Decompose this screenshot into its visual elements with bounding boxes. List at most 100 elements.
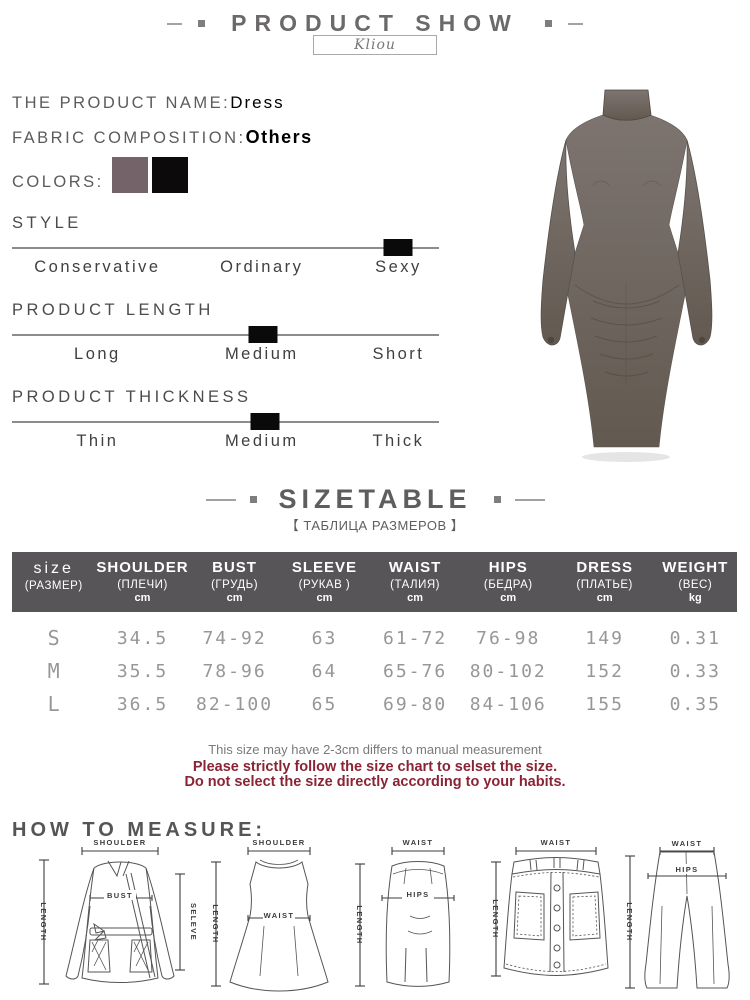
attr-length-options: Long Medium Short xyxy=(12,345,439,365)
col-dress-ru: (ПЛАТЬЕ) xyxy=(576,578,633,591)
cell-m-waist: 65-76 xyxy=(382,660,448,682)
col-shoulder: SHOULDER (ПЛЕЧИ) cm xyxy=(95,559,189,606)
diagram-pencil-skirt: WAIST LENGTH HIPS xyxy=(355,838,455,987)
col-shoulder-unit: cm xyxy=(134,592,151,605)
pants-waist-label: WAIST xyxy=(672,839,703,848)
col-bust-ru: (ГРУДЬ) xyxy=(211,578,259,591)
cell-l-waist: 69-80 xyxy=(382,693,448,715)
col-weight-ru: (ВЕС) xyxy=(678,578,713,591)
option-conservative: Conservative xyxy=(34,258,161,276)
cell-l-bust: 82-100 xyxy=(196,693,274,715)
col-bust-en: BUST xyxy=(212,559,257,576)
size-warning-1: Please strictly follow the size chart to… xyxy=(192,759,558,775)
cell-s-dress: 149 xyxy=(585,627,624,649)
cell-s-size: S xyxy=(47,626,60,651)
table-row-l: L 36.5 82-100 65 69-80 84-106 155 0.35 xyxy=(12,688,737,721)
skirt-hips-label: HIPS xyxy=(406,890,429,899)
mini-skirt-length-label: LENGTH xyxy=(491,899,500,938)
decor-square-left-2 xyxy=(249,496,257,503)
decor-dash-right-2 xyxy=(514,498,545,501)
col-weight-unit: kg xyxy=(688,592,702,605)
dress-length-label: LENGTH xyxy=(211,904,220,943)
bust-shading xyxy=(592,180,661,186)
color-swatch-mauve xyxy=(111,157,148,193)
product-name-value: Dress xyxy=(230,93,285,112)
cell-s-bust: 74-92 xyxy=(202,627,267,649)
attr-thickness-scale xyxy=(12,413,439,430)
cell-s-shoulder: 34.5 xyxy=(116,627,169,649)
attr-style: STYLE Conservative Ordinary Sexy xyxy=(12,214,439,278)
diagram-pants: WAIST LENGTH HIPS xyxy=(625,839,730,989)
col-weight-en: WEIGHT xyxy=(662,559,729,576)
table-row-s: S 34.5 74-92 63 61-72 76-98 149 0.31 xyxy=(12,622,737,655)
decor-square-left xyxy=(198,20,206,27)
colors-row: COLORS: xyxy=(12,157,188,193)
attr-style-marker xyxy=(383,239,413,256)
cell-m-hips: 80-102 xyxy=(469,660,547,682)
page-title: PRODUCT SHOW xyxy=(231,10,519,36)
col-hips-ru: (БЕДРА) xyxy=(483,578,533,591)
attr-thickness: PRODUCT THICKNESS Thin Medium Thick xyxy=(12,388,439,452)
col-bust-unit: cm xyxy=(226,592,243,605)
fabric-line: FABRIC COMPOSITION:Others xyxy=(12,127,313,148)
sizetable-subtitle: 【 ТАБЛИЦА РАЗМЕРОВ 】 xyxy=(285,518,465,533)
col-waist-ru: (ТАЛИЯ) xyxy=(390,578,440,591)
product-photo-dress xyxy=(540,89,713,462)
brand-name: Kliou xyxy=(354,37,396,53)
cell-l-size: L xyxy=(47,692,60,717)
diagram-mini-skirt: WAIST LENGTH xyxy=(491,838,609,977)
cell-l-sleeve: 65 xyxy=(311,693,338,715)
brand-box: Kliou xyxy=(313,35,437,55)
dress-waist-label: WAIST xyxy=(264,911,295,920)
dress-right-sleeve xyxy=(677,139,713,346)
decor-dash-right xyxy=(567,22,583,25)
col-hips: HIPS (БЕДРА) cm xyxy=(461,559,556,606)
decor-square-right xyxy=(544,20,552,27)
colors-label: COLORS: xyxy=(12,173,104,191)
attr-length-scale xyxy=(12,326,439,343)
fabric-label: FABRIC COMPOSITION: xyxy=(12,129,246,147)
attr-length-title: PRODUCT LENGTH xyxy=(12,301,214,319)
cell-m-dress: 152 xyxy=(585,660,624,682)
cell-m-sleeve: 64 xyxy=(311,660,338,682)
decor-dash-left-2 xyxy=(205,498,236,501)
cell-l-hips: 84-106 xyxy=(469,693,547,715)
diagram-dress: SHOULDER LENGTH WAIST xyxy=(211,838,329,992)
col-waist-en: WAIST xyxy=(388,559,442,576)
col-shoulder-en: SHOULDER xyxy=(96,559,189,576)
col-hips-unit: cm xyxy=(500,592,517,605)
cell-l-shoulder: 36.5 xyxy=(116,693,169,715)
left-thumbhole xyxy=(547,336,555,344)
option-thin: Thin xyxy=(76,432,119,450)
col-dress-unit: cm xyxy=(596,592,613,605)
jacket-sleeve-label: SELEVE xyxy=(189,903,198,941)
attr-thickness-title: PRODUCT THICKNESS xyxy=(12,388,252,406)
attr-style-title: STYLE xyxy=(12,214,82,232)
size-table-header-row: size (РАЗМЕР) SHOULDER (ПЛЕЧИ) cm BUST (… xyxy=(12,552,737,612)
col-dress-en: DRESS xyxy=(576,559,633,576)
product-name-line: THE PRODUCT NAME:Dress xyxy=(12,93,285,113)
how-to-measure-title: HOW TO MEASURE: xyxy=(12,819,267,841)
attr-thickness-options: Thin Medium Thick xyxy=(12,432,439,452)
col-waist: WAIST (ТАЛИЯ) cm xyxy=(369,559,460,606)
attr-length-marker xyxy=(248,326,278,343)
product-name-label: THE PRODUCT NAME: xyxy=(12,94,231,112)
col-sleeve: SLEEVE (РУКАВ ) cm xyxy=(280,559,370,606)
col-shoulder-ru: (ПЛЕЧИ) xyxy=(117,578,168,591)
dress-left-sleeve xyxy=(540,139,576,346)
option-thick: Thick xyxy=(372,432,425,450)
option-short: Short xyxy=(372,345,425,363)
col-size-ru: (РАЗМЕР) xyxy=(24,580,83,592)
skirt-waist-label: WAIST xyxy=(403,838,434,847)
col-sleeve-unit: cm xyxy=(316,592,333,605)
page-header: PRODUCT SHOW xyxy=(0,10,750,37)
cell-m-weight: 0.33 xyxy=(669,660,721,682)
size-table-body: S 34.5 74-92 63 61-72 76-98 149 0.31 M 3… xyxy=(12,612,737,721)
attr-thickness-marker xyxy=(250,413,280,430)
decor-square-right-2 xyxy=(493,496,501,503)
cell-m-shoulder: 35.5 xyxy=(116,660,169,682)
measure-tolerance-note: This size may have 2-3cm differs to manu… xyxy=(208,742,542,757)
col-dress: DRESS (ПЛАТЬЕ) cm xyxy=(556,559,654,606)
ruche-detail xyxy=(574,283,680,385)
